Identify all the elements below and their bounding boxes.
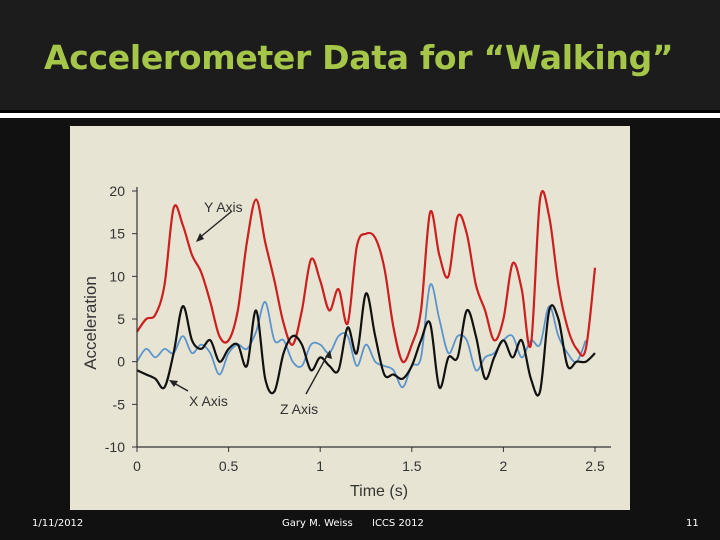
x-tick-label: 1 <box>316 458 324 474</box>
x-tick-label: 2.5 <box>585 458 605 474</box>
series-line-y-axis <box>136 190 597 364</box>
y-tick-label: 5 <box>117 311 125 327</box>
chart-background <box>70 126 630 510</box>
y-tick-label: 0 <box>117 354 125 370</box>
z-axis-pointer <box>305 353 329 395</box>
x-axis-label: Time (s) <box>350 483 408 500</box>
x-tick-label: 0.5 <box>219 458 239 474</box>
series-line-z-axis <box>136 283 587 389</box>
x-tick-label: 2 <box>500 458 508 474</box>
z-axis-pointer-arrowhead <box>325 350 332 359</box>
y-axis-pointer <box>197 210 233 240</box>
footer-author: Gary M. Weiss <box>282 518 353 529</box>
y-tick-label: 20 <box>109 183 125 199</box>
footer-venue: ICCS 2012 <box>372 518 424 529</box>
y-axis-pointer-arrowhead <box>196 233 204 242</box>
x-axis-annotation: X Axis <box>189 393 228 409</box>
series-layer <box>136 190 597 397</box>
x-axis-pointer-arrowhead <box>169 380 178 387</box>
y-tick-label: -5 <box>113 396 126 412</box>
title-divider <box>0 113 720 118</box>
axes-layer: 20 15 10 5 0 -5 -10 0 0.5 1 1.5 2 2.5 <box>105 183 611 474</box>
slide-title: Accelerometer Data for “Walking” <box>44 38 674 77</box>
footer-date: 1/11/2012 <box>32 518 84 529</box>
y-tick-label: 10 <box>109 268 125 284</box>
accelerometer-chart: 20 15 10 5 0 -5 -10 0 0.5 1 1.5 2 2.5 Acceleration T… <box>70 126 630 510</box>
x-tick-label: 1.5 <box>402 458 422 474</box>
series-line-x-axis <box>136 292 596 397</box>
y-axis-annotation: Y Axis <box>204 199 243 215</box>
title-bar: Accelerometer Data for “Walking” <box>0 0 720 110</box>
footer-page-number: 11 <box>686 518 699 529</box>
z-axis-annotation: Z Axis <box>280 401 318 417</box>
x-tick-label: 0 <box>133 458 141 474</box>
y-tick-label: -10 <box>105 439 125 455</box>
y-tick-label: 15 <box>109 226 125 242</box>
y-axis-label: Acceleration <box>81 276 100 370</box>
annotation-layer: Y Axis X Axis Z Axis <box>169 199 332 417</box>
